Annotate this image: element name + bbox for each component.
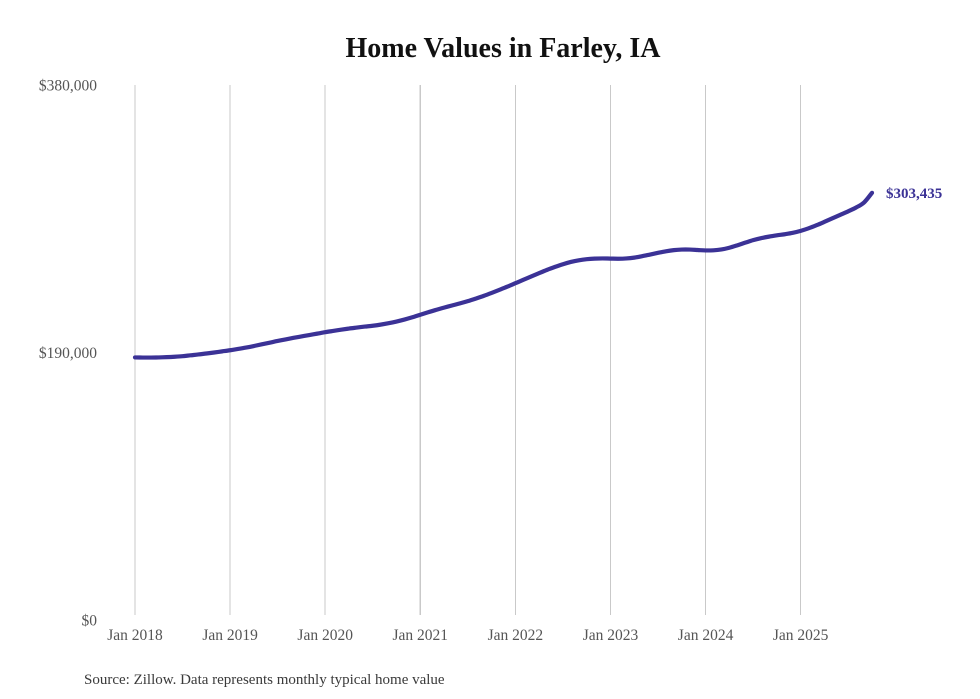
x-tick-label-jan-2019: Jan 2019 <box>202 627 258 644</box>
home-value-series-line <box>132 190 875 360</box>
x-tick-label-jan-2025: Jan 2025 <box>773 627 829 644</box>
x-tick-label-jan-2024: Jan 2024 <box>678 627 734 644</box>
y-tick-label-1: $190,000 <box>39 345 97 362</box>
x-tick-label-jan-2020: Jan 2020 <box>297 627 353 644</box>
x-tick-label-jan-2022: Jan 2022 <box>488 627 544 644</box>
chart-title: Home Values in Farley, IA <box>345 33 661 64</box>
x-axis-tick-labels: Jan 2018 Jan 2019 Jan 2020 Jan 2021 Jan 2022… <box>107 627 828 644</box>
x-tick-label-jan-2023: Jan 2023 <box>583 627 639 644</box>
vertical-gridlines <box>134 85 802 615</box>
x-tick-label-jan-2018: Jan 2018 <box>107 627 163 644</box>
y-tick-label-2: $0 <box>82 613 98 630</box>
endpoint-value-label: $303,435 <box>886 186 942 202</box>
y-axis-tick-labels: $380,000 $190,000 $0 <box>39 78 97 630</box>
y-tick-label-0: $380,000 <box>39 78 97 95</box>
source-note: Source: Zillow. Data represents monthly … <box>84 672 445 688</box>
x-tick-label-jan-2021: Jan 2021 <box>393 627 449 644</box>
